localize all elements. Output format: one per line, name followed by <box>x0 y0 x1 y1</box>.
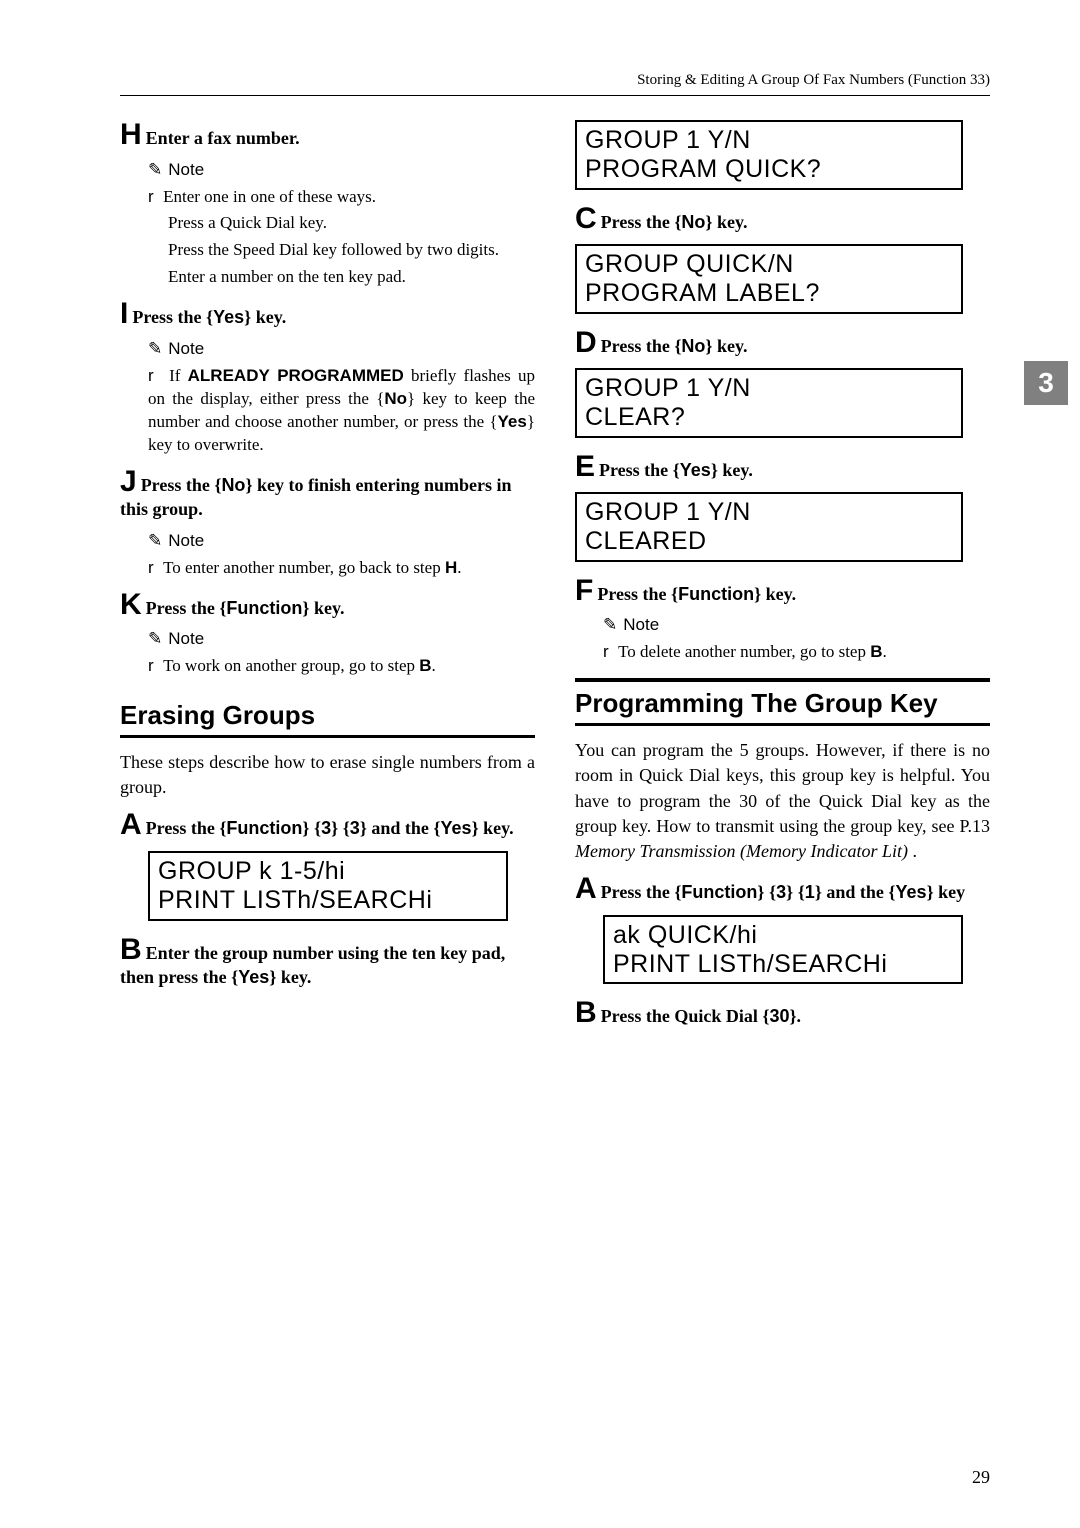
step-J: JPress the {No} key to finish entering n… <box>120 467 535 580</box>
chapter-tab: 3 <box>1024 361 1068 405</box>
lcd: GROUP 1 Y/N CLEAR? <box>575 368 963 438</box>
step-H: HEnter a fax number. Note r Enter one in… <box>120 120 535 289</box>
step-letter: B <box>120 935 142 965</box>
lcd: GROUP QUICK/N PROGRAM LABEL? <box>575 244 963 314</box>
erasing-title: Erasing Groups <box>120 700 535 731</box>
step-letter: F <box>575 576 593 606</box>
note-body: r To delete another number, go to step B… <box>603 641 990 664</box>
left-column: HEnter a fax number. Note r Enter one in… <box>120 120 535 1039</box>
step-D: DPress the {No} key. <box>575 328 990 359</box>
step-text: Press the {Function} {3} {3} and the {Ye… <box>146 818 514 838</box>
note-body: r If ALREADY PROGRAMMED briefly flashes … <box>148 365 535 457</box>
lcd-line: GROUP 1 Y/N <box>585 374 953 403</box>
step-text: Press the {Yes} key. <box>132 307 286 327</box>
step-I: IPress the {Yes} key. Note r If ALREADY … <box>120 299 535 456</box>
step-letter: J <box>120 467 137 497</box>
lcd-line: PRINT LISTh/SEARCHi <box>613 950 953 979</box>
lcd-line: CLEAR? <box>585 403 953 432</box>
columns: HEnter a fax number. Note r Enter one in… <box>120 120 990 1039</box>
step-text: Press the {No} key. <box>601 336 748 356</box>
step-letter: I <box>120 299 128 329</box>
step-A: APress the {Function} {3} {3} and the {Y… <box>120 810 535 841</box>
step-B: BEnter the group number using the ten ke… <box>120 935 535 990</box>
step-text: Press the {No} key to finish entering nu… <box>120 475 512 520</box>
step-letter: A <box>575 874 597 904</box>
step-B2: BPress the Quick Dial {30}. <box>575 998 990 1029</box>
step-E: EPress the {Yes} key. <box>575 452 990 483</box>
prog-intro: You can program the 5 groups. However, i… <box>575 738 990 864</box>
step-text: Press the {Yes} key. <box>599 460 753 480</box>
lcd-line: GROUP QUICK/N <box>585 250 953 279</box>
sub-bullet: Press a Quick Dial key. <box>168 212 535 235</box>
lcd: GROUP 1 Y/N CLEARED <box>575 492 963 562</box>
step-K: KPress the {Function} key. Note r To wor… <box>120 590 535 678</box>
erasing-intro: These steps describe how to erase single… <box>120 750 535 800</box>
rule <box>575 678 990 682</box>
lcd-line: ak QUICK/hi <box>613 921 953 950</box>
note-head: Note <box>148 159 535 182</box>
step-C: CPress the {No} key. <box>575 204 990 235</box>
step-letter: D <box>575 328 597 358</box>
lcd-line: PRINT LISTh/SEARCHi <box>158 886 498 915</box>
note-head: Note <box>148 628 535 651</box>
note-body: r To work on another group, go to step B… <box>148 655 535 678</box>
note-head: Note <box>603 614 990 637</box>
lcd-line: PROGRAM QUICK? <box>585 155 953 184</box>
prog-title: Programming The Group Key <box>575 688 990 719</box>
header-line: Storing & Editing A Group Of Fax Numbers… <box>120 72 990 89</box>
step-F: FPress the {Function} key. Note r To del… <box>575 576 990 664</box>
note-head: Note <box>148 338 535 361</box>
lcd: GROUP 1 Y/N PROGRAM QUICK? <box>575 120 963 190</box>
step-text: Press the {Function} key. <box>597 584 796 604</box>
lcd: GROUP k 1-5/hi PRINT LISTh/SEARCHi <box>148 851 508 921</box>
step-letter: A <box>120 810 142 840</box>
bullet: Enter one in one of these ways. <box>163 187 376 206</box>
lcd-line: PROGRAM LABEL? <box>585 279 953 308</box>
step-letter: C <box>575 204 597 234</box>
step-text: Press the {No} key. <box>601 212 748 232</box>
rule <box>120 735 535 738</box>
note-body: r Enter one in one of these ways. Press … <box>148 186 535 290</box>
right-column: GROUP 1 Y/N PROGRAM QUICK? CPress the {N… <box>575 120 990 1039</box>
lcd-line: GROUP k 1-5/hi <box>158 857 498 886</box>
sub-bullet: Enter a number on the ten key pad. <box>168 266 535 289</box>
step-text: Press the {Function} key. <box>146 598 345 618</box>
step-letter: K <box>120 590 142 620</box>
note-head: Note <box>148 530 535 553</box>
note-body: r To enter another number, go back to st… <box>148 557 535 580</box>
step-text: Press the Quick Dial {30}. <box>601 1006 801 1026</box>
header-rule <box>120 95 990 96</box>
step-text: Enter the group number using the ten key… <box>120 943 505 988</box>
page-number: 29 <box>972 1467 990 1488</box>
step-letter: H <box>120 120 142 150</box>
lcd: ak QUICK/hi PRINT LISTh/SEARCHi <box>603 915 963 985</box>
lcd-line: GROUP 1 Y/N <box>585 498 953 527</box>
rule <box>575 723 990 726</box>
step-text: Press the {Function} {3} {1} and the {Ye… <box>601 882 965 902</box>
step-text: Enter a fax number. <box>146 128 300 148</box>
lcd-line: CLEARED <box>585 527 953 556</box>
step-letter: E <box>575 452 595 482</box>
lcd-line: GROUP 1 Y/N <box>585 126 953 155</box>
sub-bullet: Press the Speed Dial key followed by two… <box>168 239 535 262</box>
step-letter: B <box>575 998 597 1028</box>
step-A2: APress the {Function} {3} {1} and the {Y… <box>575 874 990 905</box>
